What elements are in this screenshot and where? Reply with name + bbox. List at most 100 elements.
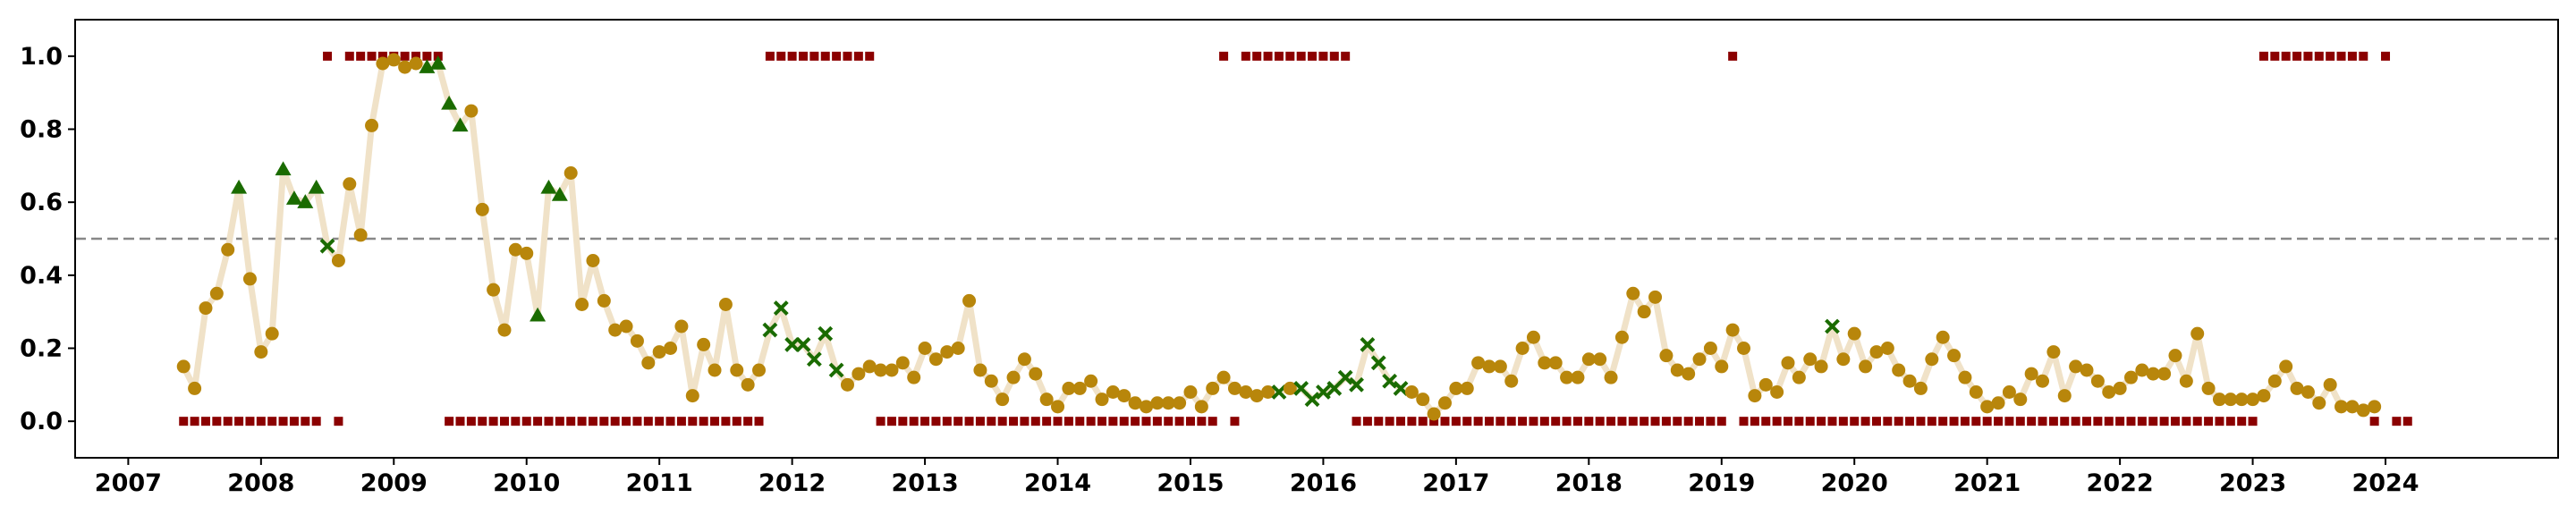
circle-marker [1029, 367, 1043, 381]
cross-marker [828, 362, 844, 378]
indicator-marker [632, 417, 642, 426]
indicator-marker [1728, 51, 1738, 61]
indicator-marker [832, 51, 842, 61]
indicator-marker [2248, 417, 2258, 426]
indicator-marker [1994, 417, 2004, 426]
x-tick-label: 2020 [1821, 469, 1888, 497]
plot-area [75, 51, 2558, 426]
indicator-marker [2104, 417, 2114, 426]
circle-marker [2201, 381, 2216, 395]
indicator-marker [2048, 417, 2058, 426]
y-tick-label: 0.8 [20, 116, 63, 144]
indicator-marker [2126, 417, 2136, 426]
y-tick-label: 0.0 [20, 408, 63, 435]
indicator-marker [1407, 417, 1417, 426]
indicator-marker [1108, 417, 1118, 426]
circle-marker [1161, 396, 1175, 410]
indicator-marker [997, 417, 1007, 426]
indicator-marker [1850, 417, 1860, 426]
indicator-marker [2137, 417, 2147, 426]
circle-marker [674, 319, 689, 333]
circle-marker [996, 393, 1010, 407]
indicator-marker [2082, 417, 2092, 426]
circle-marker [1902, 374, 1917, 388]
circle-marker [862, 359, 877, 374]
indicator-marker [212, 417, 222, 426]
indicator-marker [1208, 417, 1217, 426]
indicator-marker [1661, 417, 1671, 426]
indicator-marker [1230, 417, 1240, 426]
indicator-marker [1097, 417, 1107, 426]
indicator-marker [1683, 417, 1693, 426]
circle-marker [2113, 381, 2127, 395]
circle-marker [1770, 385, 1784, 399]
indicator-marker [964, 417, 974, 426]
circle-marker [2190, 326, 2205, 341]
indicator-marker [1496, 417, 1505, 426]
circle-marker [718, 298, 733, 311]
circle-marker [376, 56, 390, 71]
circle-marker [1892, 363, 1906, 377]
circle-marker [1173, 396, 1187, 410]
indicator-marker [2381, 51, 2391, 61]
indicator-marker [2369, 417, 2379, 426]
circle-marker [487, 283, 501, 297]
circle-marker [951, 342, 965, 355]
indicator-marker [1584, 417, 1594, 426]
indicator-marker [1219, 51, 1229, 61]
indicator-marker [311, 417, 321, 426]
indicator-marker [1119, 417, 1129, 426]
indicator-marker [1152, 417, 1162, 426]
indicator-marker [688, 417, 698, 426]
indicator-marker [676, 417, 686, 426]
circle-marker [1703, 342, 1717, 355]
axes-frame [74, 19, 2559, 459]
circle-marker [697, 337, 711, 351]
circle-marker [962, 293, 977, 308]
indicator-marker [466, 417, 476, 426]
indicator-marker [334, 417, 343, 426]
x-tick-label: 2012 [758, 469, 826, 497]
indicator-marker [544, 417, 554, 426]
circle-marker [1792, 370, 1806, 384]
indicator-marker [499, 417, 509, 426]
circle-marker [1460, 381, 1474, 395]
indicator-marker [511, 417, 521, 426]
indicator-marker [1462, 417, 1472, 426]
indicator-marker [1883, 417, 1893, 426]
indicator-marker [1385, 417, 1394, 426]
cross-marker [1337, 369, 1353, 385]
circle-marker [2090, 374, 2105, 388]
circle-marker [497, 323, 512, 337]
circle-marker [2168, 349, 2182, 363]
circle-marker [508, 242, 522, 257]
indicator-marker [1817, 417, 1826, 426]
triangle-marker [429, 55, 446, 70]
indicator-marker [179, 417, 189, 426]
triangle-marker [530, 307, 547, 322]
indicator-marker [1938, 417, 1948, 426]
circle-marker [1493, 359, 1507, 374]
indicator-marker [1296, 51, 1306, 61]
indicator-marker [710, 417, 720, 426]
circle-marker [1183, 385, 1198, 399]
circle-marker [1017, 352, 1031, 367]
indicator-marker [2225, 417, 2235, 426]
indicator-marker [267, 417, 277, 426]
indicator-marker [2182, 417, 2191, 426]
indicator-marker [2038, 417, 2047, 426]
indicator-marker [853, 51, 863, 61]
circle-marker [2057, 389, 2072, 403]
circle-marker [1581, 352, 1596, 367]
indicator-marker [942, 417, 952, 426]
triangle-marker [452, 117, 469, 132]
circle-marker [1227, 381, 1241, 395]
indicator-marker [455, 417, 465, 426]
circle-marker [1072, 381, 1087, 395]
circle-marker [2157, 367, 2172, 381]
circle-marker [1261, 385, 1275, 399]
indicator-marker [1783, 417, 1792, 426]
circle-marker [1604, 370, 1618, 384]
indicator-marker [1473, 417, 1483, 426]
